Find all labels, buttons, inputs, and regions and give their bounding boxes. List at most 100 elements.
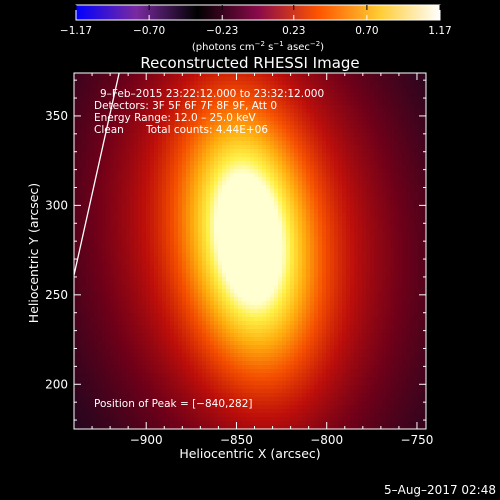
- heatmap-cell: [326, 201, 331, 206]
- heatmap-cell: [406, 133, 411, 138]
- heatmap-cell: [398, 165, 403, 170]
- heatmap-cell: [342, 273, 347, 278]
- heatmap-cell: [82, 189, 87, 194]
- heatmap-cell: [378, 205, 383, 210]
- heatmap-cell: [162, 185, 167, 190]
- heatmap-cell: [130, 105, 135, 110]
- heatmap-cell: [202, 265, 207, 270]
- heatmap-cell: [278, 85, 283, 90]
- heatmap-cell: [146, 185, 151, 190]
- heatmap-cell: [154, 77, 159, 82]
- heatmap-cell: [166, 197, 171, 202]
- heatmap-cell: [318, 233, 323, 238]
- heatmap-cell: [390, 249, 395, 254]
- heatmap-cell: [286, 125, 291, 130]
- heatmap-cell: [214, 285, 219, 290]
- heatmap-cell: [178, 197, 183, 202]
- heatmap-cell: [114, 117, 119, 122]
- heatmap-cell: [110, 277, 115, 282]
- heatmap-cell: [394, 121, 399, 126]
- heatmap-cell: [422, 193, 426, 198]
- heatmap-cell: [370, 257, 375, 262]
- heatmap-cell: [206, 153, 211, 158]
- heatmap-cell: [270, 145, 275, 150]
- heatmap-cell: [130, 85, 135, 90]
- heatmap-cell: [114, 105, 119, 110]
- heatmap-cell: [262, 161, 267, 166]
- heatmap-cell: [298, 225, 303, 230]
- heatmap-cell: [298, 253, 303, 258]
- heatmap-cell: [142, 113, 147, 118]
- heatmap-cell: [406, 245, 411, 250]
- heatmap-cell: [74, 177, 79, 182]
- heatmap-cell: [238, 293, 243, 298]
- heatmap-cell: [190, 153, 195, 158]
- heatmap-cell: [286, 261, 291, 266]
- heatmap-cell: [398, 173, 403, 178]
- heatmap-cell: [214, 93, 219, 98]
- heatmap-cell: [370, 129, 375, 134]
- heatmap-cell: [218, 245, 223, 250]
- heatmap-cell: [102, 81, 107, 86]
- heatmap-cell: [382, 253, 387, 258]
- heatmap-cell: [370, 269, 375, 274]
- heatmap-cell: [98, 201, 103, 206]
- heatmap-cell: [206, 213, 211, 218]
- heatmap-cell: [410, 137, 415, 142]
- heatmap-cell: [90, 117, 95, 122]
- heatmap-cell: [74, 237, 79, 242]
- heatmap-cell: [222, 97, 227, 102]
- heatmap-cell: [230, 269, 235, 274]
- heatmap-cell: [178, 297, 183, 302]
- heatmap-cell: [78, 109, 83, 114]
- heatmap-cell: [294, 189, 299, 194]
- heatmap-cell: [258, 125, 263, 130]
- heatmap-cell: [266, 277, 271, 282]
- heatmap-cell: [174, 281, 179, 286]
- heatmap-cell: [254, 289, 259, 294]
- heatmap-cell: [314, 273, 319, 278]
- heatmap-cell: [306, 177, 311, 182]
- heatmap-cell: [198, 229, 203, 234]
- heatmap-cell: [354, 165, 359, 170]
- heatmap-cell: [190, 281, 195, 286]
- heatmap-cell: [406, 257, 411, 262]
- heatmap-cell: [146, 293, 151, 298]
- heatmap-cell: [166, 133, 171, 138]
- heatmap-cell: [166, 153, 171, 158]
- heatmap-cell: [162, 289, 167, 294]
- heatmap-cell: [414, 289, 419, 294]
- heatmap-cell: [390, 285, 395, 290]
- heatmap-cell: [86, 153, 91, 158]
- heatmap-cell: [226, 145, 231, 150]
- heatmap-cell: [246, 121, 251, 126]
- heatmap-cell: [94, 93, 99, 98]
- heatmap-cell: [130, 293, 135, 298]
- heatmap-cell: [134, 229, 139, 234]
- heatmap-cell: [182, 109, 187, 114]
- heatmap-cell: [158, 241, 163, 246]
- heatmap-cell: [174, 105, 179, 110]
- heatmap-cell: [286, 197, 291, 202]
- heatmap-cell: [378, 81, 383, 86]
- heatmap-cell: [154, 289, 159, 294]
- heatmap-cell: [318, 97, 323, 102]
- heatmap-cell: [298, 193, 303, 198]
- heatmap-cell: [90, 109, 95, 114]
- heatmap-cell: [138, 81, 143, 86]
- heatmap-cell: [190, 133, 195, 138]
- heatmap-cell: [346, 149, 351, 154]
- heatmap-cell: [154, 177, 159, 182]
- heatmap-cell: [362, 153, 367, 158]
- heatmap-cell: [294, 157, 299, 162]
- heatmap-cell: [394, 209, 399, 214]
- heatmap-cell: [314, 225, 319, 230]
- heatmap-cell: [374, 141, 379, 146]
- heatmap-cell: [414, 129, 419, 134]
- heatmap-cell: [154, 201, 159, 206]
- heatmap-cell: [158, 137, 163, 142]
- heatmap-cell: [198, 125, 203, 130]
- heatmap-cell: [354, 109, 359, 114]
- heatmap-cell: [410, 237, 415, 242]
- heatmap-cell: [206, 245, 211, 250]
